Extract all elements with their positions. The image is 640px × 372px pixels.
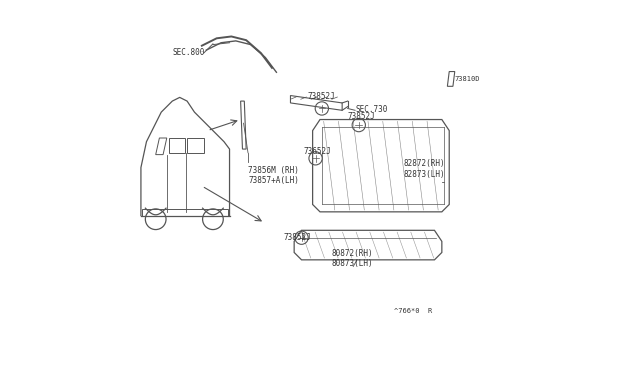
Text: 73852J: 73852J [283,232,311,241]
Text: SEC.730: SEC.730 [355,105,387,114]
Text: 73852J: 73852J [307,92,335,101]
Text: SEC.800: SEC.800 [172,48,205,57]
Text: 82872(RH)
82873(LH): 82872(RH) 82873(LH) [403,159,445,179]
Text: 73652J: 73652J [303,147,331,155]
Text: ^766*0  R: ^766*0 R [394,308,432,314]
Text: 80872(RH)
80873(LH): 80872(RH) 80873(LH) [331,249,372,269]
Text: 73810D: 73810D [455,76,480,82]
Text: 73856M (RH)
73857+A(LH): 73856M (RH) 73857+A(LH) [248,166,299,185]
Text: 73852J: 73852J [348,112,376,121]
